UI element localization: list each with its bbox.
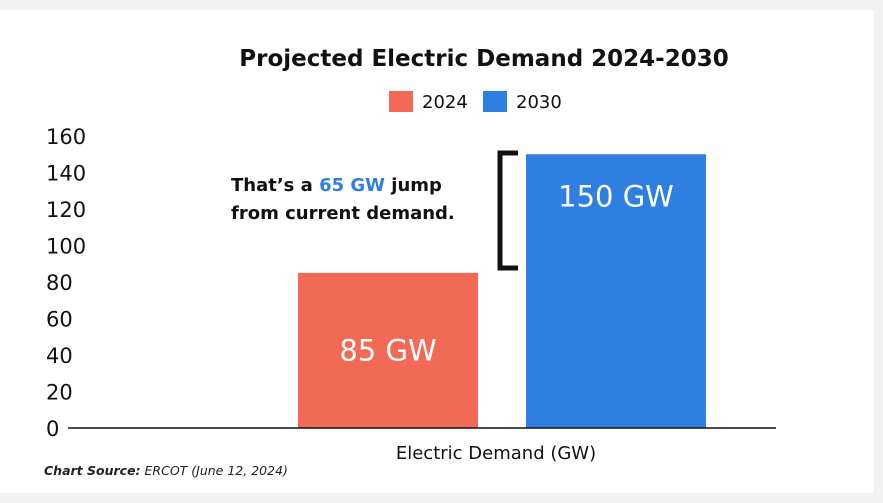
chart-source-label: Chart Source: (44, 463, 141, 478)
annotation-prefix: That’s a (231, 175, 319, 196)
annotation-suffix: jump (385, 175, 442, 196)
annotation-line-1: That’s a 65 GW jump (231, 175, 442, 196)
x-axis-label: Electric Demand (GW) (396, 443, 596, 464)
bar-data-label-2030: 150 GW (558, 179, 674, 213)
bracket (497, 150, 518, 271)
bar-2024 (298, 272, 478, 428)
bars: 85 GW 150 GW (298, 154, 706, 428)
legend-swatch-2024 (389, 91, 413, 112)
y-tick-label: 40 (46, 344, 73, 368)
chart-source: Chart Source: ERCOT (June 12, 2024) (44, 463, 288, 478)
chart-title: Projected Electric Demand 2024-2030 (239, 46, 728, 72)
legend-label-2030: 2030 (516, 92, 562, 113)
bar-data-label-2024: 85 GW (339, 333, 436, 367)
y-tick-label: 60 (46, 308, 73, 332)
annotation-line-2: from current demand. (231, 203, 455, 224)
annotation: That’s a 65 GW jump from current demand. (231, 150, 518, 271)
y-tick-label: 160 (46, 125, 86, 149)
chart-source-text: ERCOT (June 12, 2024) (140, 463, 288, 478)
legend-swatch-2030 (483, 91, 507, 112)
y-axis-ticks: 0 20 40 60 80 100 120 140 160 (46, 125, 86, 441)
legend: 2024 2030 (389, 91, 562, 113)
bar-2030 (526, 154, 706, 428)
y-tick-label: 100 (46, 235, 86, 259)
legend-label-2024: 2024 (422, 92, 468, 113)
y-tick-label: 80 (46, 271, 73, 295)
y-tick-label: 0 (46, 417, 59, 441)
y-tick-label: 20 (46, 381, 73, 405)
y-tick-label: 120 (46, 198, 86, 222)
annotation-highlight: 65 GW (319, 175, 385, 196)
y-tick-label: 140 (46, 162, 86, 186)
